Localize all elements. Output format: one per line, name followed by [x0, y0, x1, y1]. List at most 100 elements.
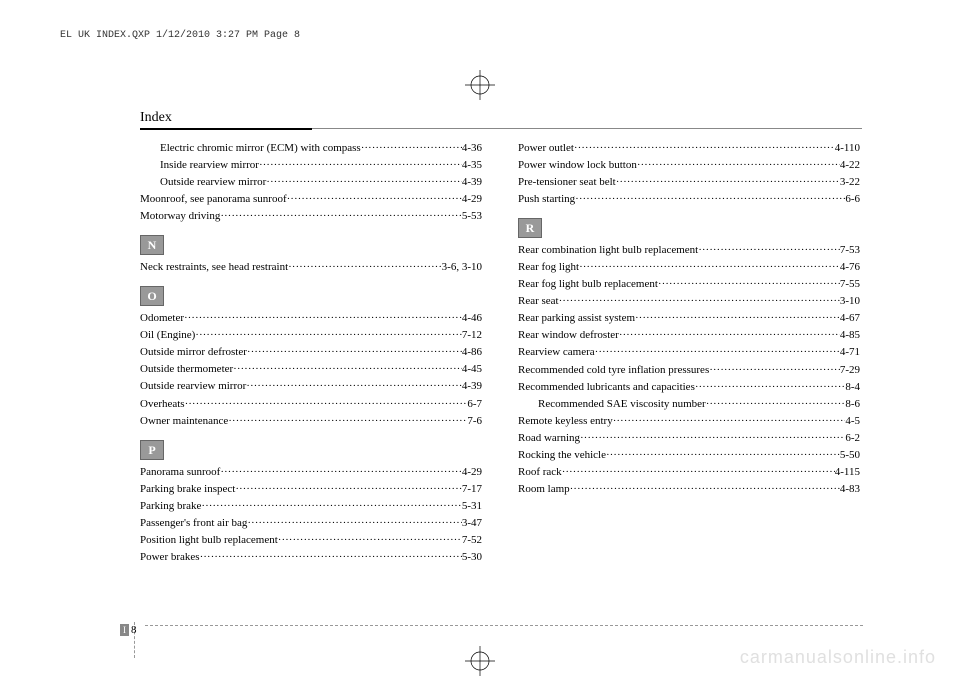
entry-dots	[185, 396, 468, 413]
entry-page: 4-45	[462, 361, 482, 378]
index-entry: Rearview camera 4-71	[518, 344, 860, 361]
entry-page: 4-22	[840, 157, 860, 174]
entry-page: 4-71	[840, 344, 860, 361]
entry-dots	[613, 413, 846, 430]
entry-page: 3-10	[840, 293, 860, 310]
entry-page: 5-53	[462, 208, 482, 225]
index-entry: Inside rearview mirror 4-35	[140, 157, 482, 174]
entry-dots	[579, 259, 840, 276]
entry-page: 4-76	[840, 259, 860, 276]
entry-page: 7-12	[462, 327, 482, 344]
entry-page: 4-29	[462, 191, 482, 208]
entry-label: Outside rearview mirror	[140, 378, 246, 395]
entry-page: 7-6	[467, 413, 482, 430]
index-entry: Rear combination light bulb replacement …	[518, 242, 860, 259]
page-number: I8	[120, 624, 137, 636]
index-entry: Rear seat 3-10	[518, 293, 860, 310]
entry-label: Neck restraints, see head restraint	[140, 259, 288, 276]
entry-page: 4-86	[462, 344, 482, 361]
entry-dots	[706, 396, 846, 413]
entry-label: Oil (Engine)	[140, 327, 195, 344]
entry-label: Passenger's front air bag	[140, 515, 247, 532]
index-entry: Outside thermometer 4-45	[140, 361, 482, 378]
entry-label: Recommended SAE viscosity number	[538, 396, 706, 413]
entry-dots	[606, 447, 840, 464]
entry-dots	[619, 327, 840, 344]
entry-page: 3-22	[840, 174, 860, 191]
entry-dots	[698, 242, 840, 259]
title-underline	[140, 128, 312, 130]
entry-label: Power brakes	[140, 549, 200, 566]
entry-page: 6-2	[845, 430, 860, 447]
entry-dots	[709, 362, 840, 379]
entry-page: 3-47	[462, 515, 482, 532]
index-entry: Rear fog light 4-76	[518, 259, 860, 276]
title-thinline	[312, 128, 862, 129]
index-entry: Electric chromic mirror (ECM) with compa…	[140, 140, 482, 157]
entry-label: Pre-tensioner seat belt	[518, 174, 616, 191]
entry-page: 7-53	[840, 242, 860, 259]
index-entry: Passenger's front air bag 3-47	[140, 515, 482, 532]
entry-dots	[228, 413, 467, 430]
index-entry: Push starting 6-6	[518, 191, 860, 208]
index-entry: Rear window defroster 4-85	[518, 327, 860, 344]
entry-dots	[184, 310, 462, 327]
entry-label: Rocking the vehicle	[518, 447, 606, 464]
registration-mark-bottom	[465, 646, 495, 676]
entry-dots	[575, 191, 845, 208]
entry-dots	[616, 174, 840, 191]
entry-label: Motorway driving	[140, 208, 220, 225]
index-entry: Rocking the vehicle 5-50	[518, 447, 860, 464]
entry-label: Rear seat	[518, 293, 559, 310]
entry-label: Room lamp	[518, 481, 570, 498]
entry-label: Parking brake inspect	[140, 481, 235, 498]
entry-dots	[570, 481, 840, 498]
entry-page: 4-36	[462, 140, 482, 157]
right-column: Power outlet 4-110Power window lock butt…	[518, 140, 860, 566]
entry-dots	[562, 464, 835, 481]
entry-label: Recommended cold tyre inflation pressure…	[518, 362, 709, 379]
entry-dots	[246, 378, 462, 395]
entry-page: 4-46	[462, 310, 482, 327]
entry-page: 3-6, 3-10	[442, 259, 482, 276]
index-entry: Oil (Engine) 7-12	[140, 327, 482, 344]
entry-dots	[266, 174, 462, 191]
index-entry: Room lamp 4-83	[518, 481, 860, 498]
section-tab: I	[120, 624, 129, 636]
registration-mark-top	[465, 70, 495, 100]
entry-label: Odometer	[140, 310, 184, 327]
index-entry: Power window lock button 4-22	[518, 157, 860, 174]
entry-label: Inside rearview mirror	[160, 157, 259, 174]
entry-dots	[574, 140, 835, 157]
entry-dots	[200, 549, 462, 566]
entry-dots	[259, 157, 462, 174]
entry-page: 7-55	[840, 276, 860, 293]
entry-dots	[233, 361, 462, 378]
index-entry: Outside mirror defroster 4-86	[140, 344, 482, 361]
entry-page: 7-52	[462, 532, 482, 549]
watermark: carmanualsonline.info	[740, 647, 936, 668]
entry-dots	[635, 310, 840, 327]
entry-dots	[278, 532, 462, 549]
entry-label: Panorama sunroof	[140, 464, 220, 481]
entry-dots	[220, 464, 461, 481]
entry-dots	[595, 344, 840, 361]
entry-page: 4-35	[462, 157, 482, 174]
entry-label: Electric chromic mirror (ECM) with compa…	[160, 140, 361, 157]
index-entry: Power outlet 4-110	[518, 140, 860, 157]
footer-dashed	[145, 625, 863, 626]
entry-dots	[287, 191, 462, 208]
entry-page: 6-6	[845, 191, 860, 208]
section-letter: R	[518, 218, 542, 238]
entry-dots	[247, 515, 461, 532]
entry-page: 4-67	[840, 310, 860, 327]
entry-page: 4-29	[462, 464, 482, 481]
entry-label: Recommended lubricants and capacities	[518, 379, 695, 396]
index-entry: Parking brake inspect 7-17	[140, 481, 482, 498]
entry-label: Rear combination light bulb replacement	[518, 242, 698, 259]
entry-label: Road warning	[518, 430, 580, 447]
left-column: Electric chromic mirror (ECM) with compa…	[140, 140, 482, 566]
index-entry: Rear parking assist system 4-67	[518, 310, 860, 327]
index-entry: Neck restraints, see head restraint 3-6,…	[140, 259, 482, 276]
entry-dots	[235, 481, 462, 498]
